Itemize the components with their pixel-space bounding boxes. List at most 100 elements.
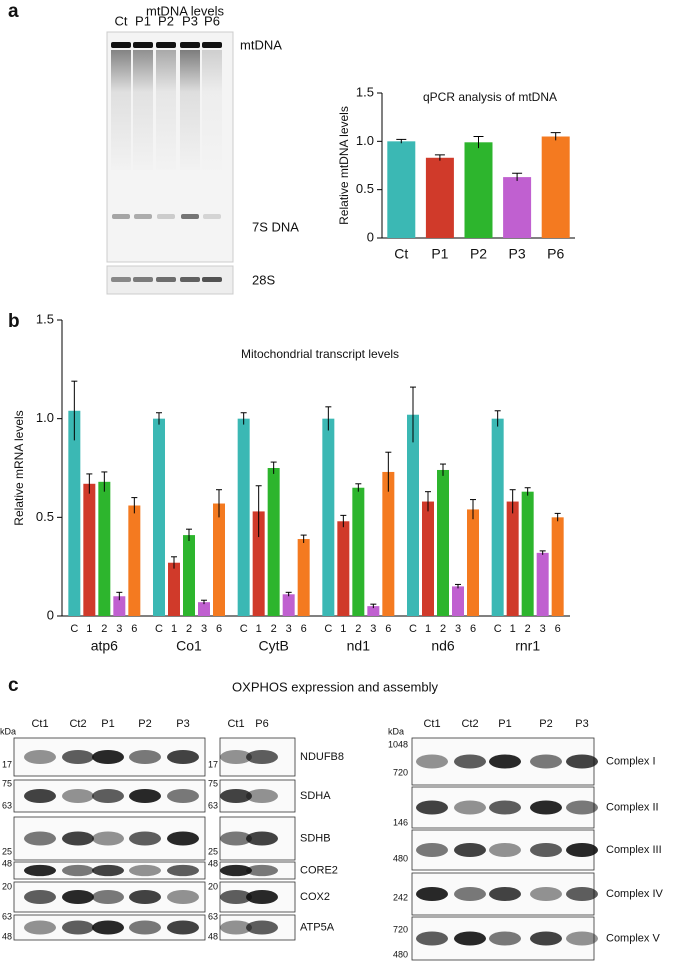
band [24, 750, 56, 764]
band [24, 920, 56, 935]
row-label: Complex IV [606, 888, 664, 900]
smear [180, 50, 200, 170]
band [246, 831, 278, 846]
band [246, 890, 278, 904]
panel-title: OXPHOS expression and assembly [232, 679, 438, 694]
kda-marker: 242 [393, 892, 408, 902]
panel-label: b [8, 311, 20, 332]
series-label: 1 [86, 623, 92, 635]
x-tick-label: Ct [394, 246, 408, 262]
kda-marker: 48 [2, 858, 12, 868]
y-tick-label: 1.5 [36, 311, 54, 326]
band [133, 42, 153, 48]
band [246, 920, 278, 935]
band [92, 890, 124, 904]
kda-marker: 20 [2, 881, 12, 891]
bar [536, 552, 549, 616]
series-label: 2 [186, 623, 192, 635]
row-label: Complex II [606, 801, 659, 813]
chart-title: Mitochondrial transcript levels [241, 347, 399, 361]
x-tick-label: P1 [431, 246, 448, 262]
row-label: NDUFB8 [300, 751, 344, 763]
band [566, 887, 598, 901]
band [157, 214, 175, 219]
row-label: COX2 [300, 891, 330, 903]
bar [213, 503, 225, 616]
smear [156, 50, 176, 170]
band [62, 920, 94, 935]
band [167, 864, 199, 877]
lane-label: Ct1 [423, 718, 440, 730]
kda-marker: 480 [393, 949, 408, 959]
band [416, 931, 448, 946]
series-label: 3 [455, 623, 461, 635]
bar [128, 505, 141, 616]
y-axis-label: Relative mRNA levels [12, 410, 26, 525]
bar [464, 142, 493, 238]
kda-marker: 17 [2, 759, 12, 769]
band [129, 750, 161, 764]
series-label: 2 [101, 623, 107, 635]
bar [68, 410, 81, 616]
kda-marker: 480 [393, 853, 408, 863]
bar [452, 586, 464, 616]
kda-marker: 63 [208, 911, 218, 921]
band [92, 864, 124, 877]
band [202, 42, 222, 48]
lane-label: Ct1 [227, 718, 244, 730]
bar [83, 483, 96, 616]
x-tick-label: nd6 [431, 638, 455, 654]
band [62, 864, 94, 877]
band [489, 931, 521, 946]
kda-marker: 1048 [388, 739, 408, 749]
bar [252, 511, 265, 616]
band [203, 214, 221, 219]
band [156, 277, 176, 282]
blot-title: mtDNA levels [146, 3, 225, 18]
band [530, 887, 562, 901]
lane-label: P2 [539, 718, 552, 730]
band [566, 843, 598, 857]
bar [407, 414, 419, 616]
band [220, 750, 252, 764]
band [129, 831, 161, 846]
lane-label: Ct1 [31, 718, 48, 730]
lane-label: P1 [101, 718, 114, 730]
series-label: 6 [131, 623, 137, 635]
row-label: Complex I [606, 755, 656, 767]
band [24, 890, 56, 904]
band [62, 831, 94, 846]
kda-marker: 75 [208, 778, 218, 788]
bar [521, 491, 534, 616]
band [129, 890, 161, 904]
band [246, 789, 278, 803]
band [202, 277, 222, 282]
bar [282, 594, 295, 616]
y-tick-label: 0.5 [36, 509, 54, 524]
x-tick-label: P2 [470, 246, 487, 262]
x-tick-label: P6 [547, 246, 564, 262]
series-label: C [409, 623, 417, 635]
x-tick-label: Co1 [176, 638, 202, 654]
bar [506, 501, 519, 616]
row-label: ATP5A [300, 921, 335, 933]
band [246, 750, 278, 764]
bar [367, 606, 380, 616]
lane-label: P6 [204, 13, 220, 28]
band [167, 890, 199, 904]
x-tick-label: rnr1 [515, 638, 540, 654]
lane-label: P3 [575, 718, 588, 730]
y-tick-label: 1.5 [356, 84, 374, 99]
lane-label: Ct [115, 13, 128, 28]
bar [337, 521, 350, 616]
band [416, 887, 448, 901]
series-label: C [494, 623, 502, 635]
lane-label: P1 [135, 13, 151, 28]
band [156, 42, 176, 48]
lane-label: P1 [498, 718, 511, 730]
series-label: 3 [540, 623, 546, 635]
x-tick-label: nd1 [347, 638, 371, 654]
bar [352, 487, 365, 616]
bar [267, 468, 280, 616]
